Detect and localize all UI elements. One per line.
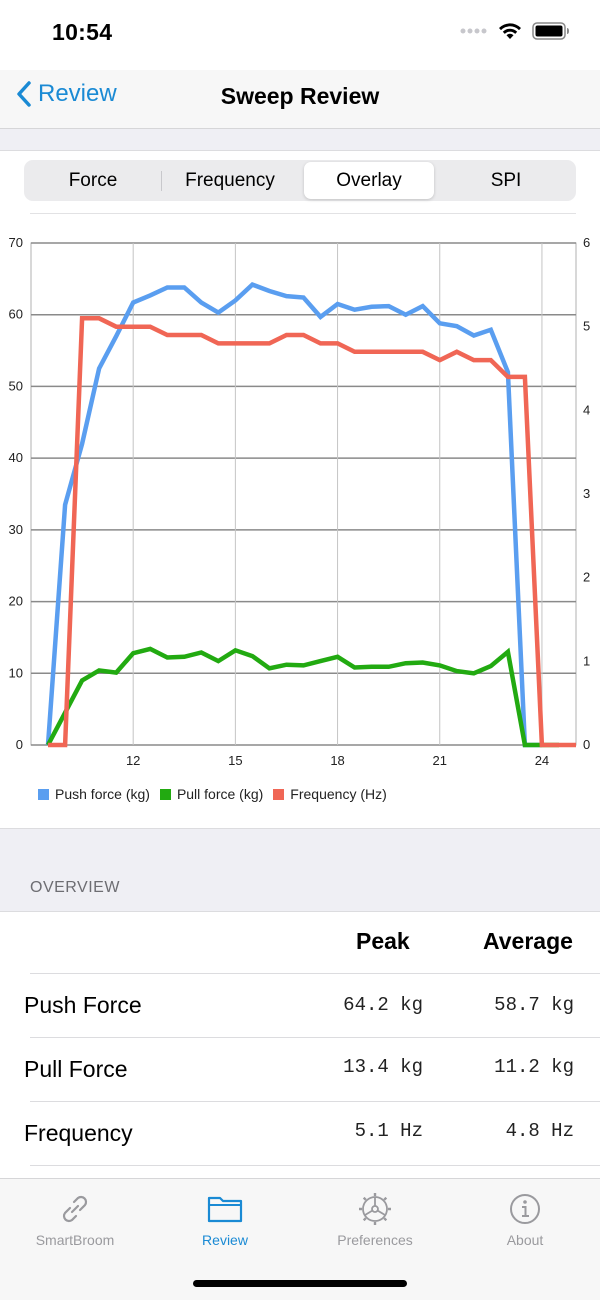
series-line-push-force-kg xyxy=(45,282,542,748)
chart-grid xyxy=(30,242,577,746)
status-time: 10:54 xyxy=(52,19,113,45)
y-tick-label: 10 xyxy=(9,665,23,680)
y2-tick-label: 5 xyxy=(583,319,590,334)
signal-icon xyxy=(460,28,487,34)
column-header-peak: Peak xyxy=(356,928,410,954)
tab-label: Review xyxy=(202,1232,248,1248)
frequency-average-value: 4.8 Hz xyxy=(505,1120,574,1142)
legend-item: Pull force (kg) xyxy=(159,786,264,802)
row-divider xyxy=(30,1037,600,1038)
link-icon xyxy=(62,1195,88,1223)
info-icon xyxy=(510,1194,540,1224)
pull-force-peak-value: 13.4 kg xyxy=(343,1056,423,1078)
x-tick-label: 18 xyxy=(330,753,344,768)
tab-about[interactable]: About xyxy=(450,1191,600,1248)
wifi-icon xyxy=(499,23,521,39)
row-label-frequency: Frequency xyxy=(24,1120,133,1146)
home-indicator xyxy=(193,1280,407,1287)
legend-item: Frequency (Hz) xyxy=(273,786,387,802)
push-force-peak-value: 64.2 kg xyxy=(343,994,423,1016)
back-button-label: Review xyxy=(38,80,117,107)
segment-frequency[interactable]: Frequency xyxy=(185,169,275,191)
folder-icon xyxy=(207,1196,243,1223)
y-tick-label: 40 xyxy=(9,450,23,465)
tab-smartbroom[interactable]: SmartBroom xyxy=(0,1191,150,1248)
segment-overlay[interactable]: Overlay xyxy=(304,162,434,199)
push-force-average-value: 58.7 kg xyxy=(494,994,574,1016)
legend-item: Push force (kg) xyxy=(38,786,150,802)
tab-label: Preferences xyxy=(337,1232,413,1248)
x-tick-label: 15 xyxy=(228,753,242,768)
y-tick-label: 70 xyxy=(9,235,23,250)
table-row: Push Force 64.2 kg 58.7 kg xyxy=(0,974,600,1037)
row-label-push-force: Push Force xyxy=(24,992,142,1018)
column-header-average: Average xyxy=(483,928,573,954)
table-row: Pull Force 13.4 kg 11.2 kg xyxy=(0,1038,600,1101)
y-tick-label: 30 xyxy=(9,522,23,537)
status-bar: 10:54 xyxy=(0,0,600,70)
y2-tick-label: 0 xyxy=(583,737,590,752)
chart-legend: Push force (kg) Pull force (kg) Frequency … xyxy=(38,786,397,802)
status-icons xyxy=(460,22,570,40)
x-tick-label: 24 xyxy=(535,753,549,768)
row-label-pull-force: Pull Force xyxy=(24,1056,128,1082)
legend-swatch xyxy=(159,788,171,800)
legend-label: Pull force (kg) xyxy=(176,786,264,802)
chevron-left-icon xyxy=(17,81,31,107)
chart-series xyxy=(45,282,576,748)
battery-icon xyxy=(532,22,569,40)
y2-tick-label: 6 xyxy=(583,235,590,250)
segment-spi[interactable]: SPI xyxy=(490,169,522,191)
back-button[interactable]: Review xyxy=(16,80,117,108)
series-line-frequency-hz xyxy=(48,316,576,748)
y-tick-label: 50 xyxy=(9,378,23,393)
row-divider xyxy=(30,973,600,974)
header-separator xyxy=(0,129,600,151)
plot-frame xyxy=(30,242,577,746)
table-row: Frequency 5.1 Hz 4.8 Hz xyxy=(0,1102,600,1165)
tab-label: SmartBroom xyxy=(35,1232,115,1248)
x-tick-label: 21 xyxy=(433,753,447,768)
y-tick-label: 20 xyxy=(9,594,23,609)
pull-force-average-value: 11.2 kg xyxy=(494,1056,574,1078)
y2-tick-label: 4 xyxy=(583,402,590,417)
legend-swatch xyxy=(273,788,285,800)
overview-section-header: OVERVIEW xyxy=(0,828,600,912)
y-tick-label: 60 xyxy=(9,307,23,322)
tab-bar: SmartBroom Review Preferences About xyxy=(0,1178,600,1300)
series-line-pull-force-kg xyxy=(46,646,559,748)
y2-tick-label: 3 xyxy=(583,486,590,501)
page-title: Sweep Review xyxy=(220,83,380,109)
row-divider xyxy=(30,1101,600,1102)
segment-divider xyxy=(161,171,162,191)
legend-swatch xyxy=(38,788,49,800)
frequency-peak-value: 5.1 Hz xyxy=(354,1120,423,1142)
section-title: OVERVIEW xyxy=(30,879,120,896)
chart-divider xyxy=(30,213,576,214)
chart-mode-segmented-control: Force Frequency Overlay SPI xyxy=(24,160,576,201)
navigation-bar: Review Sweep Review xyxy=(0,70,600,129)
y2-tick-label: 1 xyxy=(583,653,590,668)
gear-icon xyxy=(359,1193,391,1225)
y2-tick-label: 2 xyxy=(583,570,590,585)
x-tick-label: 12 xyxy=(126,753,140,768)
segment-force[interactable]: Force xyxy=(68,169,118,191)
tab-preferences[interactable]: Preferences xyxy=(300,1191,450,1248)
tab-review[interactable]: Review xyxy=(150,1191,300,1248)
legend-label: Push force (kg) xyxy=(55,786,150,802)
y-tick-label: 0 xyxy=(16,737,23,752)
legend-label: Frequency (Hz) xyxy=(290,786,387,802)
row-divider xyxy=(30,1165,600,1166)
tab-label: About xyxy=(506,1232,544,1248)
